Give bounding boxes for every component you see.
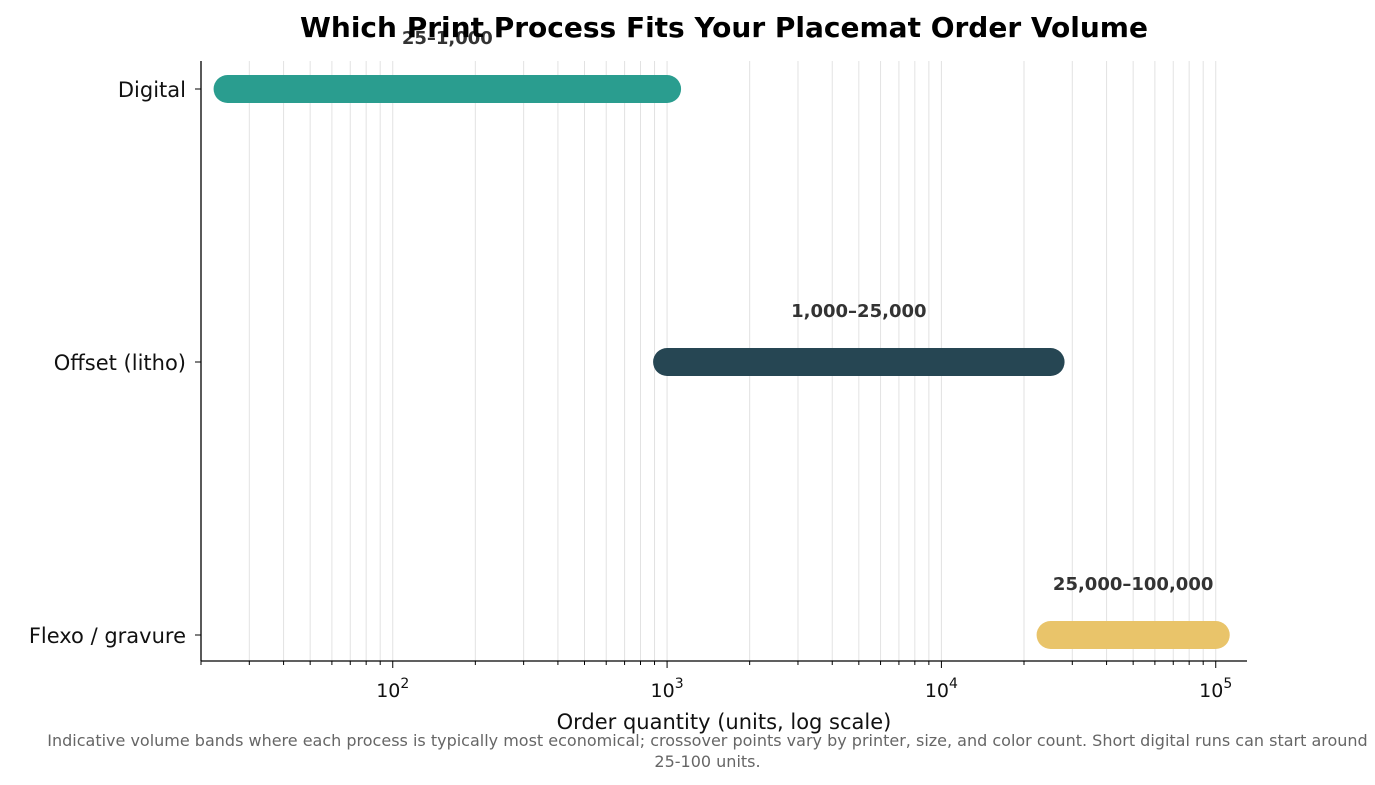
y-category-label: Offset (litho) (54, 351, 186, 375)
x-tick-label: 104 (925, 676, 958, 702)
y-category-label: Digital (118, 78, 186, 102)
chart-title: Which Print Process Fits Your Placemat O… (300, 11, 1148, 44)
axes: 102 103 104 105 Digital Offset (litho) Flexo /… (29, 61, 1247, 702)
x-tick-label: 103 (651, 676, 684, 702)
data-labels: 25–1,000 1,000–25,000 25,000–100,000 (402, 28, 1214, 595)
data-label: 25–1,000 (402, 28, 493, 49)
footnote: Indicative volume bands where each proce… (47, 731, 1368, 771)
x-tick-label: 105 (1199, 676, 1232, 702)
x-axis-label: Order quantity (units, log scale) (557, 710, 892, 734)
range-bars (213, 75, 1230, 649)
y-category-label: Flexo / gravure (29, 624, 186, 648)
data-label: 1,000–25,000 (791, 301, 926, 322)
x-tick-label: 102 (376, 676, 409, 702)
data-label: 25,000–100,000 (1053, 574, 1213, 595)
